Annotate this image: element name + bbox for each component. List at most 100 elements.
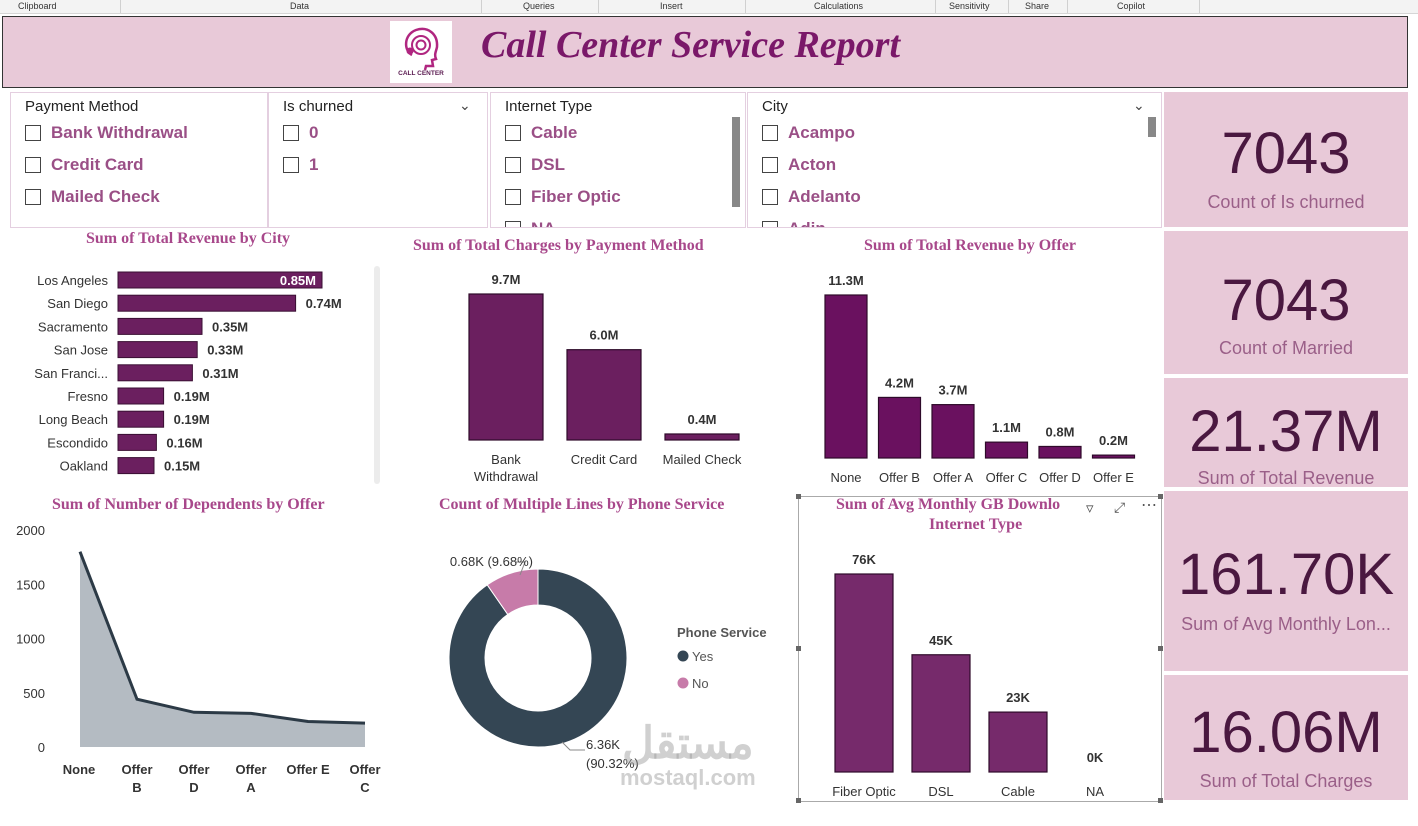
ribbon-sensitivity[interactable]: Sensitivity xyxy=(949,1,990,11)
slicer-option[interactable]: 0 xyxy=(283,122,318,144)
legend-label: No xyxy=(692,676,709,691)
slicer-option[interactable]: Fiber Optic xyxy=(505,186,621,208)
offer-data-label: 1.1M xyxy=(992,420,1021,435)
internet-bar xyxy=(834,573,894,773)
slicer-title: Internet Type xyxy=(505,98,593,115)
checkbox[interactable] xyxy=(505,221,521,227)
payment-tick-label: Withdrawal xyxy=(474,469,538,484)
city-tick-label: Oakland xyxy=(60,459,108,474)
city-tick-label: San Jose xyxy=(54,343,108,358)
option-label: Adelanto xyxy=(788,187,861,206)
y-tick-label: 1500 xyxy=(16,577,45,592)
x-tick-label: D xyxy=(189,780,198,795)
slicer-option[interactable]: Acton xyxy=(762,154,836,176)
slicer-option[interactable]: Adelanto xyxy=(762,186,861,208)
kpi-label: Sum of Total Revenue xyxy=(1197,468,1375,488)
checkbox[interactable] xyxy=(283,157,299,173)
ribbon-separator xyxy=(1199,0,1200,13)
donut-data-label: 0.68K (9.68%) xyxy=(450,554,533,569)
ribbon-clipboard[interactable]: Clipboard xyxy=(18,1,57,11)
ribbon-calculations[interactable]: Calculations xyxy=(814,1,864,11)
ribbon-share[interactable]: Share xyxy=(1025,1,1050,11)
slicer-title: Payment Method xyxy=(25,98,139,115)
x-tick-label: B xyxy=(132,780,141,795)
payment-data-label: 9.7M xyxy=(492,272,521,287)
resize-handle[interactable] xyxy=(1158,494,1163,499)
city-tick-label: Long Beach xyxy=(39,412,108,427)
offer-tick-label: Offer D xyxy=(1039,470,1081,485)
slicer-option[interactable]: Adin xyxy=(762,218,826,227)
option-label: Acton xyxy=(788,155,837,174)
internet-data-label: 0K xyxy=(1087,750,1104,765)
visual-selection-frame[interactable]: ▿ ⤢ ⋯ xyxy=(796,494,1163,803)
chart-scrollbar[interactable] xyxy=(374,266,380,484)
ribbon-queries[interactable]: Queries xyxy=(523,1,555,11)
slicer-option[interactable]: Mailed Check xyxy=(25,186,160,208)
checkbox[interactable] xyxy=(762,125,778,141)
offer-tick-label: Offer A xyxy=(933,470,974,485)
slicer-title: City xyxy=(762,98,788,115)
payment-bar xyxy=(566,349,642,441)
offer-bar xyxy=(984,441,1029,459)
kpi-label: Count of Married xyxy=(1218,338,1354,358)
checkbox[interactable] xyxy=(283,125,299,141)
scrollbar[interactable] xyxy=(1148,117,1156,137)
resize-handle[interactable] xyxy=(1158,646,1163,651)
chevron-down-icon[interactable]: ⌄ xyxy=(1133,97,1145,113)
resize-handle[interactable] xyxy=(796,494,801,499)
slicer-option[interactable]: Credit Card xyxy=(25,154,144,176)
checkbox[interactable] xyxy=(25,189,41,205)
chevron-down-icon[interactable]: ⌄ xyxy=(459,97,471,113)
focus-mode-icon[interactable]: ⤢ xyxy=(1114,499,1126,515)
slicer-title: Is churned xyxy=(283,98,354,115)
checkbox[interactable] xyxy=(505,189,521,205)
chart-title-multiple-lines: Count of Multiple Lines by Phone Service xyxy=(439,496,725,513)
report-header: CALL CENTER Call Center Service Report xyxy=(2,16,1408,88)
city-data-label: 0.33M xyxy=(207,343,243,358)
internet-bar xyxy=(911,654,971,773)
slicer-option[interactable]: Cable xyxy=(505,122,577,144)
checkbox[interactable] xyxy=(505,125,521,141)
city-bar xyxy=(117,410,165,428)
ribbon-insert[interactable]: Insert xyxy=(660,1,683,11)
offer-bar xyxy=(931,404,975,459)
kpi-card: 7043 Count of Is churned xyxy=(1164,92,1408,230)
slicer-option[interactable]: DSL xyxy=(505,154,565,176)
ribbon-data[interactable]: Data xyxy=(290,1,310,11)
slicer-option[interactable]: Bank Withdrawal xyxy=(25,122,188,144)
checkbox[interactable] xyxy=(505,157,521,173)
slicer-option[interactable]: 1 xyxy=(283,154,318,176)
resize-handle[interactable] xyxy=(796,646,801,651)
resize-handle[interactable] xyxy=(796,798,801,803)
slicer-option[interactable]: NA xyxy=(505,218,556,227)
slicer-option[interactable]: Acampo xyxy=(762,122,855,144)
x-tick-label: A xyxy=(246,780,256,795)
checkbox[interactable] xyxy=(25,157,41,173)
x-tick-label: Offer xyxy=(178,762,209,777)
ribbon-separator xyxy=(481,0,482,13)
y-tick-label: 2000 xyxy=(16,523,45,538)
checkbox[interactable] xyxy=(762,189,778,205)
city-bar xyxy=(117,341,198,359)
x-tick-label: None xyxy=(63,762,96,777)
checkbox[interactable] xyxy=(25,125,41,141)
internet-bar xyxy=(988,711,1048,773)
checkbox[interactable] xyxy=(762,157,778,173)
chart-title-gb-download-l2: Internet Type xyxy=(929,516,1023,533)
scrollbar[interactable] xyxy=(732,117,740,207)
resize-handle[interactable] xyxy=(1158,798,1163,803)
chart-title-revenue-by-city: Sum of Total Revenue by City xyxy=(86,230,291,247)
kpi-card: 16.06M Sum of Total Charges xyxy=(1164,675,1408,803)
city-tick-label: Fresno xyxy=(68,389,108,404)
kpi-value: 161.70K xyxy=(1177,542,1395,607)
donut-data-label: (90.32%) xyxy=(586,756,639,771)
ribbon-copilot[interactable]: Copilot xyxy=(1117,1,1146,11)
option-label: 1 xyxy=(309,155,319,174)
filter-icon[interactable]: ▿ xyxy=(1086,500,1094,517)
payment-tick-label: Mailed Check xyxy=(663,452,742,467)
more-options-icon[interactable]: ⋯ xyxy=(1141,497,1157,514)
city-tick-label: San Diego xyxy=(47,296,108,311)
checkbox[interactable] xyxy=(762,221,778,227)
legend-label: Yes xyxy=(692,649,714,664)
city-bar xyxy=(117,433,157,451)
